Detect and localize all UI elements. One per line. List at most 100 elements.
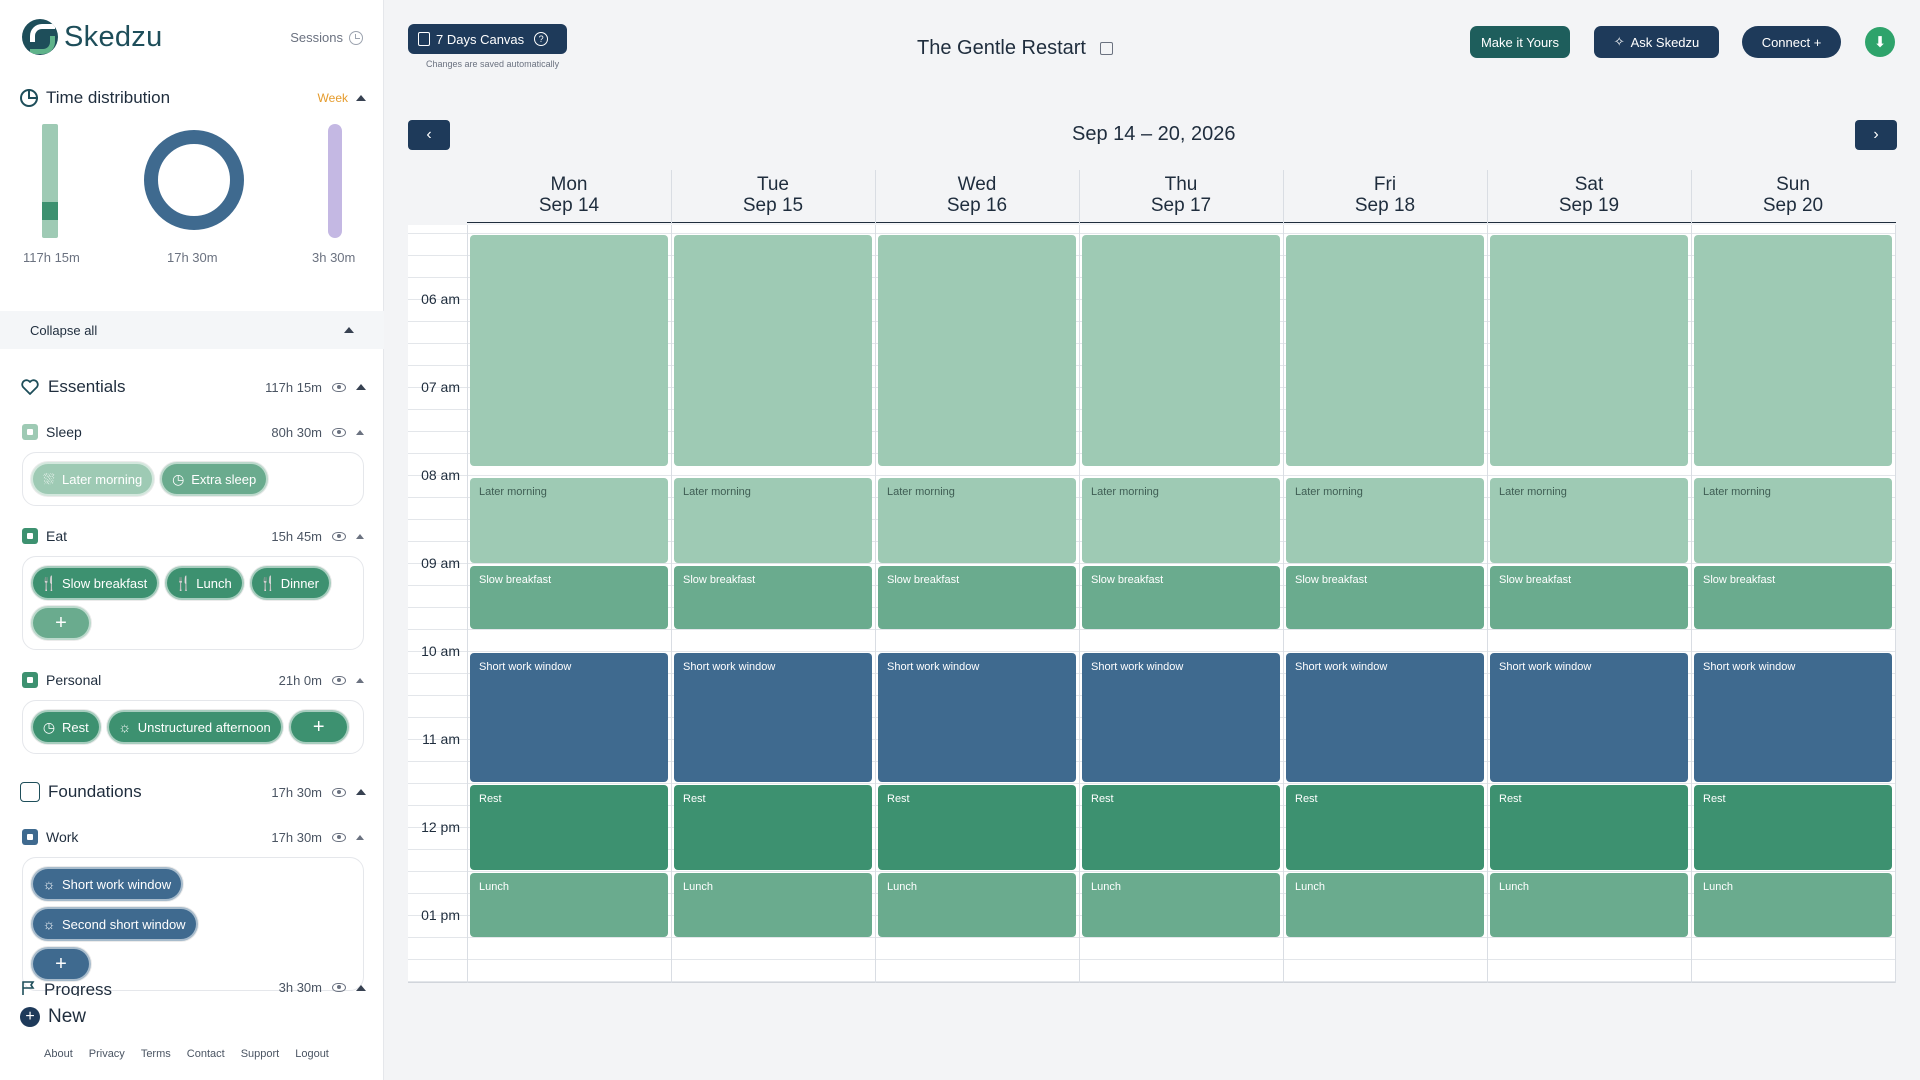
event-block-sleep[interactable] bbox=[1694, 235, 1892, 466]
event-block-work[interactable]: Short work window bbox=[1490, 653, 1688, 782]
period-toggle[interactable]: Week bbox=[318, 91, 366, 105]
activity-chip[interactable]: ◷ Extra sleep bbox=[160, 462, 269, 496]
footer-link[interactable]: Support bbox=[240, 1048, 280, 1060]
section-foundations[interactable]: Foundations 17h 30m bbox=[20, 782, 366, 802]
event-block-sleep[interactable] bbox=[1082, 235, 1280, 466]
event-block-later[interactable]: Later morning bbox=[1490, 478, 1688, 563]
event-block-later[interactable]: Later morning bbox=[878, 478, 1076, 563]
eye-icon[interactable] bbox=[332, 983, 346, 992]
section-essentials[interactable]: Essentials 117h 15m bbox=[20, 377, 366, 397]
event-block-rest[interactable]: Rest bbox=[1286, 785, 1484, 870]
event-block-work[interactable]: Short work window bbox=[1082, 653, 1280, 782]
footer-link[interactable]: About bbox=[44, 1048, 73, 1060]
category-eat[interactable]: Eat 15h 45m bbox=[22, 528, 364, 544]
event-block-rest[interactable]: Rest bbox=[1082, 785, 1280, 870]
event-block-work[interactable]: Short work window bbox=[1694, 653, 1892, 782]
event-block-sleep[interactable] bbox=[1286, 235, 1484, 466]
chevron-up-icon[interactable] bbox=[356, 677, 364, 683]
ask-skedzu-button[interactable]: ✧ Ask Skedzu bbox=[1594, 26, 1719, 58]
sessions-link[interactable]: Sessions bbox=[290, 30, 363, 45]
chevron-up-icon[interactable] bbox=[356, 533, 364, 539]
chevron-up-icon[interactable] bbox=[356, 429, 364, 435]
connect-button[interactable]: Connect + bbox=[1742, 26, 1841, 58]
event-block-breakfast[interactable]: Slow breakfast bbox=[1694, 566, 1892, 629]
make-it-yours-button[interactable]: Make it Yours bbox=[1470, 26, 1570, 58]
add-activity-button[interactable]: + bbox=[288, 710, 349, 744]
event-block-lunch[interactable]: Lunch bbox=[470, 873, 668, 937]
calendar-grid[interactable]: 06 am 07 am 08 am 09 am 10 am 11 am 12 pm 01 pm… bbox=[408, 225, 1896, 983]
event-block-breakfast[interactable]: Slow breakfast bbox=[878, 566, 1076, 629]
footer-link[interactable]: Contact bbox=[186, 1048, 225, 1060]
footer-link[interactable]: Terms bbox=[140, 1048, 171, 1060]
event-block-sleep[interactable] bbox=[878, 235, 1076, 466]
edit-icon[interactable] bbox=[1099, 42, 1113, 55]
event-block-work[interactable]: Short work window bbox=[674, 653, 872, 782]
event-block-lunch[interactable]: Lunch bbox=[1286, 873, 1484, 937]
eye-icon[interactable] bbox=[332, 832, 346, 842]
event-block-rest[interactable]: Rest bbox=[878, 785, 1076, 870]
category-work[interactable]: Work 17h 30m bbox=[22, 829, 364, 845]
chevron-up-icon[interactable] bbox=[356, 384, 366, 390]
event-block-breakfast[interactable]: Slow breakfast bbox=[470, 566, 668, 629]
collapse-all-row[interactable]: Collapse all bbox=[0, 311, 384, 349]
add-activity-button[interactable]: + bbox=[31, 947, 91, 981]
canvas-selector-button[interactable]: 7 Days Canvas ? bbox=[408, 24, 567, 54]
event-block-later[interactable]: Later morning bbox=[674, 478, 872, 563]
event-block-rest[interactable]: Rest bbox=[674, 785, 872, 870]
event-block-later[interactable]: Later morning bbox=[1694, 478, 1892, 563]
activity-chip[interactable]: 🍴 Slow breakfast bbox=[31, 566, 160, 600]
chevron-up-icon[interactable] bbox=[356, 984, 366, 991]
event-block-lunch[interactable]: Lunch bbox=[1694, 873, 1892, 937]
activity-chip[interactable]: 🍴 Dinner bbox=[249, 566, 331, 600]
event-block-lunch[interactable]: Lunch bbox=[1490, 873, 1688, 937]
app-logo[interactable]: Skedzu bbox=[22, 19, 163, 55]
add-activity-button[interactable]: + bbox=[31, 606, 91, 640]
eye-icon[interactable] bbox=[332, 531, 346, 541]
event-block-lunch[interactable]: Lunch bbox=[1082, 873, 1280, 937]
chevron-up-icon[interactable] bbox=[356, 834, 364, 840]
event-block-rest[interactable]: Rest bbox=[470, 785, 668, 870]
new-section-button[interactable]: + New bbox=[20, 1006, 86, 1028]
category-personal[interactable]: Personal 21h 0m bbox=[22, 672, 364, 688]
activity-chip[interactable]: ◷ Rest bbox=[31, 710, 101, 744]
day-header: Thu Sep 17 bbox=[1079, 170, 1283, 224]
event-block-sleep[interactable] bbox=[674, 235, 872, 466]
event-block-work[interactable]: Short work window bbox=[1286, 653, 1484, 782]
activity-chip[interactable]: ☼ Unstructured afternoon bbox=[106, 710, 283, 744]
event-block-work[interactable]: Short work window bbox=[470, 653, 668, 782]
event-block-sleep[interactable] bbox=[1490, 235, 1688, 466]
event-block-later[interactable]: Later morning bbox=[1082, 478, 1280, 563]
activity-chip[interactable]: ☼ Short work window bbox=[31, 867, 184, 901]
event-block-breakfast[interactable]: Slow breakfast bbox=[1082, 566, 1280, 629]
footer-link[interactable]: Logout bbox=[295, 1048, 329, 1060]
section-progress[interactable]: Progress 3h 30m bbox=[20, 980, 366, 996]
chevron-up-icon[interactable] bbox=[344, 327, 354, 333]
event-block-rest[interactable]: Rest bbox=[1694, 785, 1892, 870]
event-block-rest[interactable]: Rest bbox=[1490, 785, 1688, 870]
eye-icon[interactable] bbox=[332, 427, 346, 437]
chevron-up-icon[interactable] bbox=[356, 95, 366, 101]
event-block-lunch[interactable]: Lunch bbox=[878, 873, 1076, 937]
eye-icon[interactable] bbox=[332, 675, 346, 685]
day-header: Tue Sep 15 bbox=[671, 170, 875, 224]
eye-icon[interactable] bbox=[332, 382, 346, 392]
event-block-later[interactable]: Later morning bbox=[1286, 478, 1484, 563]
event-block-work[interactable]: Short work window bbox=[878, 653, 1076, 782]
event-block-breakfast[interactable]: Slow breakfast bbox=[1490, 566, 1688, 629]
event-block-lunch[interactable]: Lunch bbox=[674, 873, 872, 937]
event-block-later[interactable]: Later morning bbox=[470, 478, 668, 563]
category-sleep[interactable]: Sleep 80h 30m bbox=[22, 424, 364, 440]
activity-chip[interactable]: ☼ Second short window bbox=[31, 907, 198, 941]
next-week-button[interactable]: › bbox=[1855, 120, 1897, 150]
help-icon[interactable]: ? bbox=[534, 32, 549, 46]
prev-week-button[interactable]: ‹ bbox=[408, 120, 450, 150]
activity-chip[interactable]: ⛆ Later morning bbox=[31, 462, 155, 496]
download-button[interactable]: ⬇ bbox=[1865, 27, 1895, 57]
eye-icon[interactable] bbox=[332, 787, 346, 797]
chevron-up-icon[interactable] bbox=[356, 789, 366, 795]
event-block-breakfast[interactable]: Slow breakfast bbox=[674, 566, 872, 629]
footer-link[interactable]: Privacy bbox=[88, 1048, 125, 1060]
activity-chip[interactable]: 🍴 Lunch bbox=[165, 566, 244, 600]
event-block-sleep[interactable] bbox=[470, 235, 668, 466]
event-block-breakfast[interactable]: Slow breakfast bbox=[1286, 566, 1484, 629]
